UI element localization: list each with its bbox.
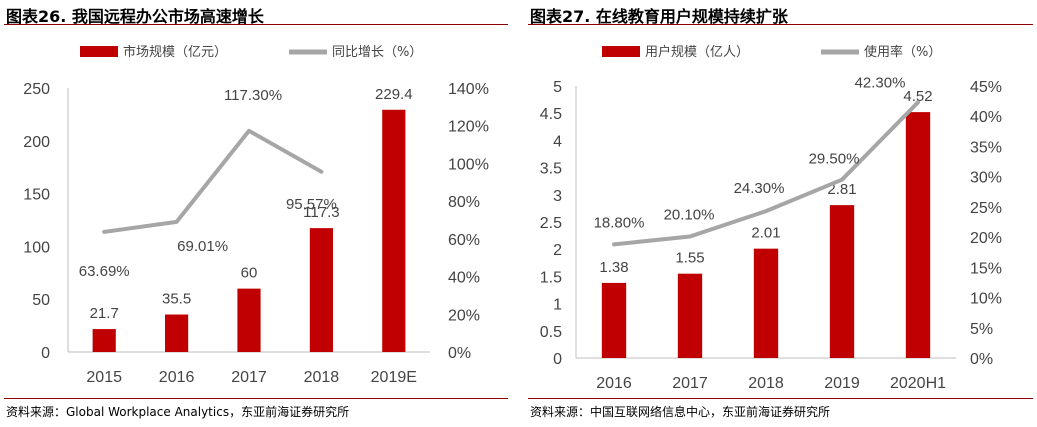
left-x-tick-label: 2016 — [159, 369, 195, 386]
left-x-tick-label: 2017 — [231, 369, 267, 386]
right-y-left-tick-label: 5 — [553, 79, 562, 96]
right-line-data-label: 24.30% — [734, 180, 785, 197]
left-legend-line-label: 同比增长（%） — [332, 45, 422, 60]
left-bar — [92, 329, 116, 352]
left-bar — [237, 288, 261, 352]
right-y-right-tick-label: 40% — [970, 109, 1002, 126]
left-title-rule — [4, 24, 508, 25]
right-bar-data-label: 1.38 — [599, 259, 628, 276]
right-line-data-label: 42.30% — [855, 74, 906, 91]
left-y-left-tick-label: 0 — [41, 345, 50, 362]
left-y-right-tick-label: 80% — [448, 194, 480, 211]
left-figure-panel: 图表26. 我国远程办公市场高速增长 市场规模（亿元） 同比增长（%） 0 50 100… — [0, 0, 512, 427]
right-line-data-label: 29.50% — [809, 151, 860, 168]
left-legend-bar-label: 市场规模（亿元） — [123, 44, 227, 60]
left-line-data-label: 95.57% — [286, 196, 337, 213]
left-line-data-label: 63.69% — [79, 263, 130, 280]
right-x-tick-label: 2020H1 — [890, 375, 946, 392]
left-x-tick-label: 2018 — [304, 369, 340, 386]
left-source-note: 资料来源：Global Workplace Analytics，东亚前海证券研究… — [6, 405, 350, 419]
right-y-left-tick-label: 4.5 — [540, 106, 562, 123]
right-legend-line-label: 使用率（%） — [864, 44, 941, 60]
right-y-left-tick-label: 2 — [553, 242, 562, 259]
right-legend-bar-label: 用户规模（亿人） — [645, 44, 749, 60]
right-y-left-tick-label: 3.5 — [540, 161, 562, 178]
left-bar-data-label: 35.5 — [162, 291, 191, 308]
left-series-line — [102, 128, 324, 234]
right-legend-bar-swatch — [602, 46, 640, 57]
right-x-tick-label: 2017 — [672, 375, 708, 392]
right-y-left-tick-label: 4 — [553, 133, 562, 150]
right-bar-data-label: 1.55 — [675, 250, 704, 267]
right-y-right-tick-label: 25% — [970, 200, 1002, 217]
left-line-data-label: 117.30% — [224, 87, 282, 104]
left-x-tick-label: 2019E — [371, 369, 417, 386]
right-y-right-tick-label: 5% — [970, 321, 993, 338]
right-bar-data-label: 4.52 — [903, 88, 932, 105]
right-source-rule — [528, 398, 1033, 399]
right-series-line — [612, 100, 920, 247]
left-y-right-tick-label: 140% — [448, 81, 489, 98]
right-y-left-tick-label: 2.5 — [540, 215, 562, 232]
right-title-rule — [528, 24, 1033, 25]
left-y-left-tick-label: 50 — [32, 292, 50, 309]
left-legend-bar-swatch — [80, 46, 118, 57]
left-x-tick-label: 2015 — [86, 369, 122, 386]
left-y-left-tick-label: 150 — [23, 187, 50, 204]
right-y-right-tick-label: 30% — [970, 170, 1002, 187]
right-figure-title: 图表27. 在线教育用户规模持续扩张 — [530, 7, 788, 26]
right-x-tick-label: 2018 — [748, 375, 784, 392]
left-bar-data-label: 60 — [241, 265, 258, 282]
right-bar-data-label: 2.01 — [751, 225, 780, 242]
right-x-tick-label: 2019 — [824, 375, 860, 392]
right-line-data-label: 18.80% — [594, 214, 645, 231]
right-y-left-tick-label: 1.5 — [540, 269, 562, 286]
left-source-rule — [4, 398, 508, 399]
right-y-right-tick-label: 0% — [970, 351, 993, 368]
left-y-right-tick-label: 60% — [448, 232, 480, 249]
left-y-left-tick-label: 100 — [23, 239, 50, 256]
left-y-right-tick-label: 0% — [448, 345, 471, 362]
left-y-right-tick-label: 100% — [448, 156, 489, 173]
right-bar — [905, 112, 931, 358]
right-bar — [601, 282, 627, 358]
right-y-left-tick-label: 0.5 — [540, 324, 562, 341]
right-bar — [829, 205, 855, 358]
left-bar — [382, 109, 406, 352]
right-figure-panel: 图表27. 在线教育用户规模持续扩张 用户规模（亿人） 使用率（%） 0 0.5 1 1.… — [524, 0, 1037, 427]
left-figure-title: 图表26. 我国远程办公市场高速增长 — [6, 7, 264, 26]
right-bar — [677, 273, 703, 358]
right-chart: 用户规模（亿人） 使用率（%） 0 0.5 1 1.5 2 2.5 3 3.5 4 4.5 5 0% 5% 1… — [540, 44, 1002, 392]
right-y-right-tick-label: 20% — [970, 230, 1002, 247]
right-bar-data-label: 2.81 — [827, 181, 856, 198]
right-y-right-tick-label: 15% — [970, 260, 1002, 277]
right-bar — [753, 248, 779, 358]
left-y-left-tick-label: 250 — [23, 81, 50, 98]
left-bar-data-label: 21.7 — [90, 305, 119, 322]
right-y-right-tick-label: 10% — [970, 291, 1002, 308]
left-line-data-label: 69.01% — [177, 238, 228, 255]
right-y-left-tick-label: 0 — [553, 351, 562, 368]
right-y-left-tick-label: 3 — [553, 188, 562, 205]
right-y-right-tick-label: 35% — [970, 139, 1002, 156]
left-y-right-tick-label: 120% — [448, 119, 489, 136]
right-source-note: 资料来源：中国互联网络信息中心，东亚前海证券研究所 — [530, 405, 831, 419]
left-chart: 市场规模（亿元） 同比增长（%） 0 50 100 150 200 250 0% 20% 40% 60… — [23, 44, 489, 386]
right-line-data-label: 20.10% — [664, 207, 715, 224]
left-bar-data-label: 229.4 — [375, 86, 413, 103]
left-bar — [165, 314, 189, 352]
left-bar — [309, 228, 333, 352]
right-y-left-tick-label: 1 — [553, 297, 562, 314]
left-y-left-tick-label: 200 — [23, 134, 50, 151]
left-y-right-tick-label: 40% — [448, 270, 480, 287]
left-y-right-tick-label: 20% — [448, 307, 480, 324]
right-x-tick-label: 2016 — [596, 375, 632, 392]
left-bar-data-label: 117.3 — [303, 204, 339, 221]
right-y-right-tick-label: 45% — [970, 79, 1002, 96]
